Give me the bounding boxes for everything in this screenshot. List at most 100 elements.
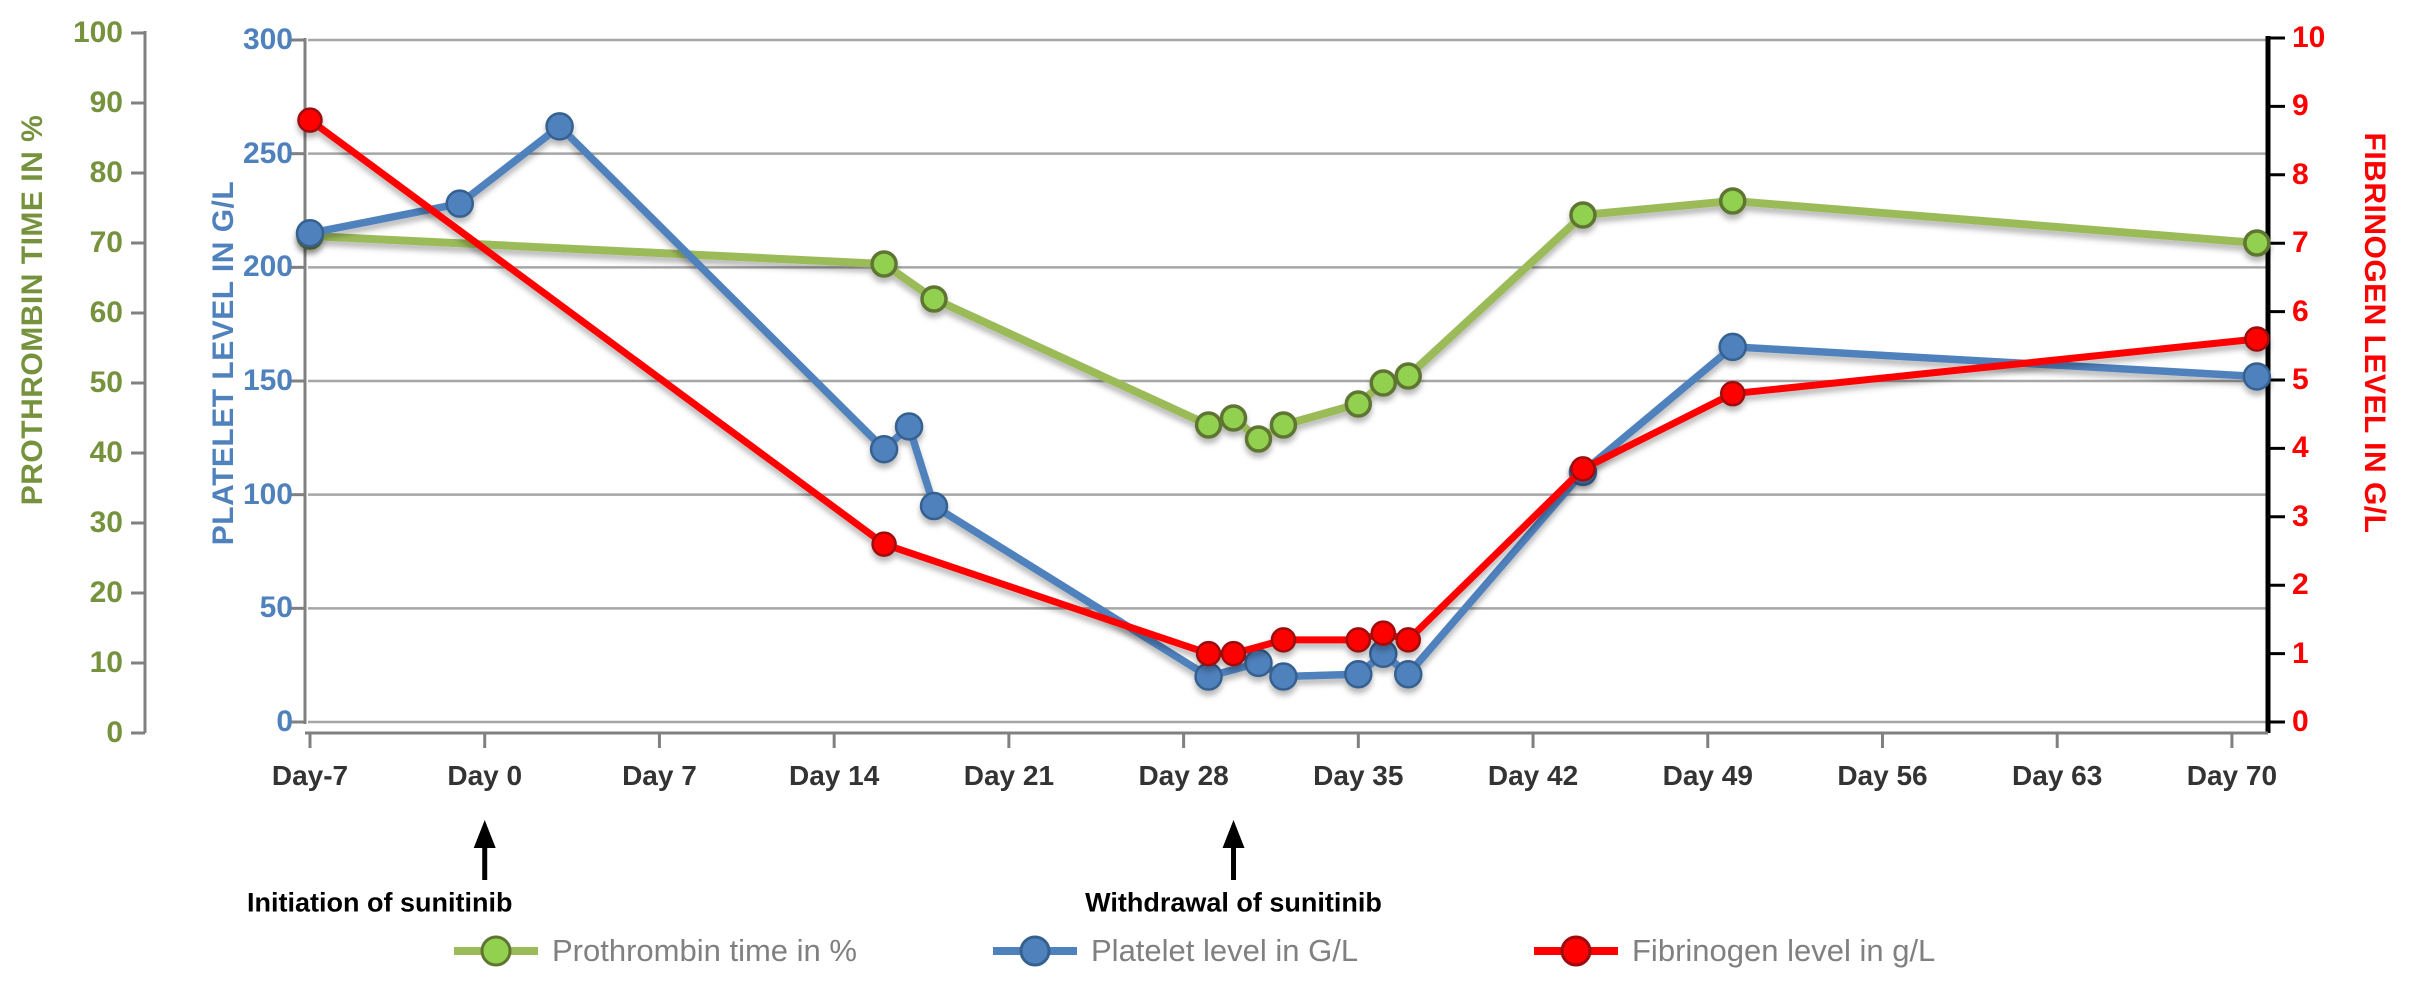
data-point-platelet	[1718, 332, 1747, 362]
data-point-platelet	[1244, 648, 1273, 678]
series-prothrombin-line	[306, 197, 2261, 443]
series-platelet-line	[306, 122, 2261, 681]
x-axis-label: Day 49	[1662, 760, 1753, 791]
fibrinogen-tick-label: 8	[2292, 157, 2309, 191]
fibrinogen-tick-label: 2	[2292, 568, 2309, 602]
fibrinogen-tick-label: 10	[2292, 21, 2326, 54]
legend-label: Prothrombin time in %	[552, 933, 857, 968]
data-point-platelet	[445, 189, 475, 218]
fibrinogen-tick-label: 6	[2292, 294, 2309, 328]
platelet-tick-label: 200	[242, 250, 293, 284]
data-point-fibrinogen	[2244, 326, 2270, 352]
prothrombin-tick-label: 20	[89, 576, 123, 609]
platelet-tick-label: 0	[276, 705, 293, 738]
data-point-prothrombin	[1569, 201, 1597, 229]
platelet-tick-label: 50	[259, 591, 293, 625]
data-point-prothrombin	[920, 285, 948, 313]
x-axis-label: Day 70	[2186, 760, 2278, 791]
legend-marker-icon	[1560, 935, 1592, 967]
data-point-fibrinogen	[297, 107, 323, 133]
data-point-fibrinogen	[1270, 627, 1297, 653]
x-axis-label: Day 28	[1138, 760, 1229, 791]
data-point-prothrombin	[1394, 362, 1422, 390]
prothrombin-tick-label: 80	[89, 156, 123, 189]
data-point-fibrinogen	[1195, 640, 1222, 667]
series-prothrombin	[296, 187, 2271, 453]
platelet-tick-label: 150	[242, 364, 293, 397]
prothrombin-tick-label: 10	[89, 646, 123, 679]
series-fibrinogen	[297, 107, 2270, 667]
data-point-platelet	[919, 491, 949, 521]
y-axis-title-fibrinogen: FIBRINOGEN LEVEL IN G/L	[2358, 132, 2391, 534]
fibrinogen-tick-label: 3	[2292, 499, 2309, 533]
prothrombin-tick-label: 70	[89, 226, 123, 259]
data-point-fibrinogen	[1370, 620, 1397, 646]
x-axis-label: Day 35	[1313, 760, 1404, 791]
data-point-platelet	[894, 412, 924, 441]
x-axis-label: Day 0	[447, 760, 523, 791]
data-point-prothrombin	[1344, 390, 1373, 418]
data-point-prothrombin	[2243, 229, 2271, 257]
data-point-platelet	[545, 112, 574, 141]
prothrombin-tick-label: 50	[89, 366, 123, 399]
data-point-platelet	[1344, 660, 1373, 689]
platelet-tick-label: 300	[242, 23, 293, 56]
data-point-fibrinogen	[871, 531, 897, 557]
data-point-platelet	[1194, 662, 1223, 691]
legend-label: Platelet level in G/L	[1091, 933, 1359, 968]
data-point-fibrinogen	[1395, 627, 1421, 653]
data-point-platelet	[869, 434, 899, 464]
series-fibrinogen-line	[306, 116, 2261, 658]
prothrombin-tick-label: 100	[72, 16, 123, 49]
x-axis-label: Day 63	[2012, 760, 2103, 791]
x-axis-label: Day 21	[963, 760, 1055, 791]
annotation-arrow	[1222, 820, 1245, 880]
x-axis-label: Day-7	[271, 760, 349, 791]
prothrombin-tick-label: 60	[89, 296, 123, 329]
x-axis-label: Day 42	[1487, 760, 1579, 791]
data-point-prothrombin	[870, 250, 898, 278]
series-platelet	[295, 112, 2272, 691]
y-axis-title-prothrombin: PROTHROMBIN TIME IN %	[16, 114, 49, 506]
x-axis-label: Day 56	[1837, 760, 1928, 791]
annotation-arrow	[473, 820, 496, 880]
annotation-withdrawal-of-sunitinib: Withdrawal of sunitinib	[1085, 887, 1382, 918]
data-point-fibrinogen	[1345, 627, 1372, 653]
data-point-prothrombin	[1369, 369, 1398, 397]
x-axis-label: Day 7	[622, 760, 697, 791]
fibrinogen-tick-label: 7	[2292, 226, 2309, 260]
annotation-initiation-of-sunitinib: Initiation of sunitinib	[246, 887, 513, 918]
data-point-fibrinogen	[1220, 640, 1247, 667]
platelet-tick-label: 100	[242, 477, 293, 511]
fibrinogen-tick-label: 5	[2292, 363, 2309, 396]
legend-marker-icon	[480, 935, 512, 967]
prothrombin-tick-label: 40	[89, 436, 123, 469]
data-point-platelet	[2242, 362, 2272, 391]
fibrinogen-tick-label: 4	[2292, 431, 2309, 465]
data-point-fibrinogen	[1570, 456, 1596, 482]
fibrinogen-tick-label: 0	[2292, 705, 2309, 738]
prothrombin-tick-label: 30	[89, 506, 123, 539]
fibrinogen-tick-label: 1	[2292, 636, 2309, 670]
fibrinogen-tick-label: 9	[2292, 89, 2309, 123]
data-point-prothrombin	[1194, 411, 1223, 439]
legend-marker-icon	[1019, 935, 1051, 967]
arrow-head-up-icon	[1222, 820, 1245, 848]
data-point-platelet	[295, 218, 325, 248]
data-point-prothrombin	[1718, 187, 1747, 215]
y-axis-title-platelet: PLATELET LEVEL IN G/L	[207, 180, 240, 546]
x-axis-label: Day 14	[789, 760, 880, 791]
data-point-fibrinogen	[1719, 380, 1746, 407]
legend-label: Fibrinogen level in g/L	[1632, 933, 1936, 968]
data-point-prothrombin	[1219, 404, 1248, 432]
prothrombin-tick-label: 0	[106, 716, 123, 749]
data-point-prothrombin	[1244, 425, 1273, 453]
data-point-platelet	[1269, 662, 1298, 691]
data-point-platelet	[1393, 660, 1423, 689]
prothrombin-tick-label: 90	[89, 86, 123, 119]
platelet-tick-label: 250	[242, 136, 293, 170]
data-point-prothrombin	[1269, 411, 1298, 439]
arrow-head-up-icon	[473, 820, 496, 848]
